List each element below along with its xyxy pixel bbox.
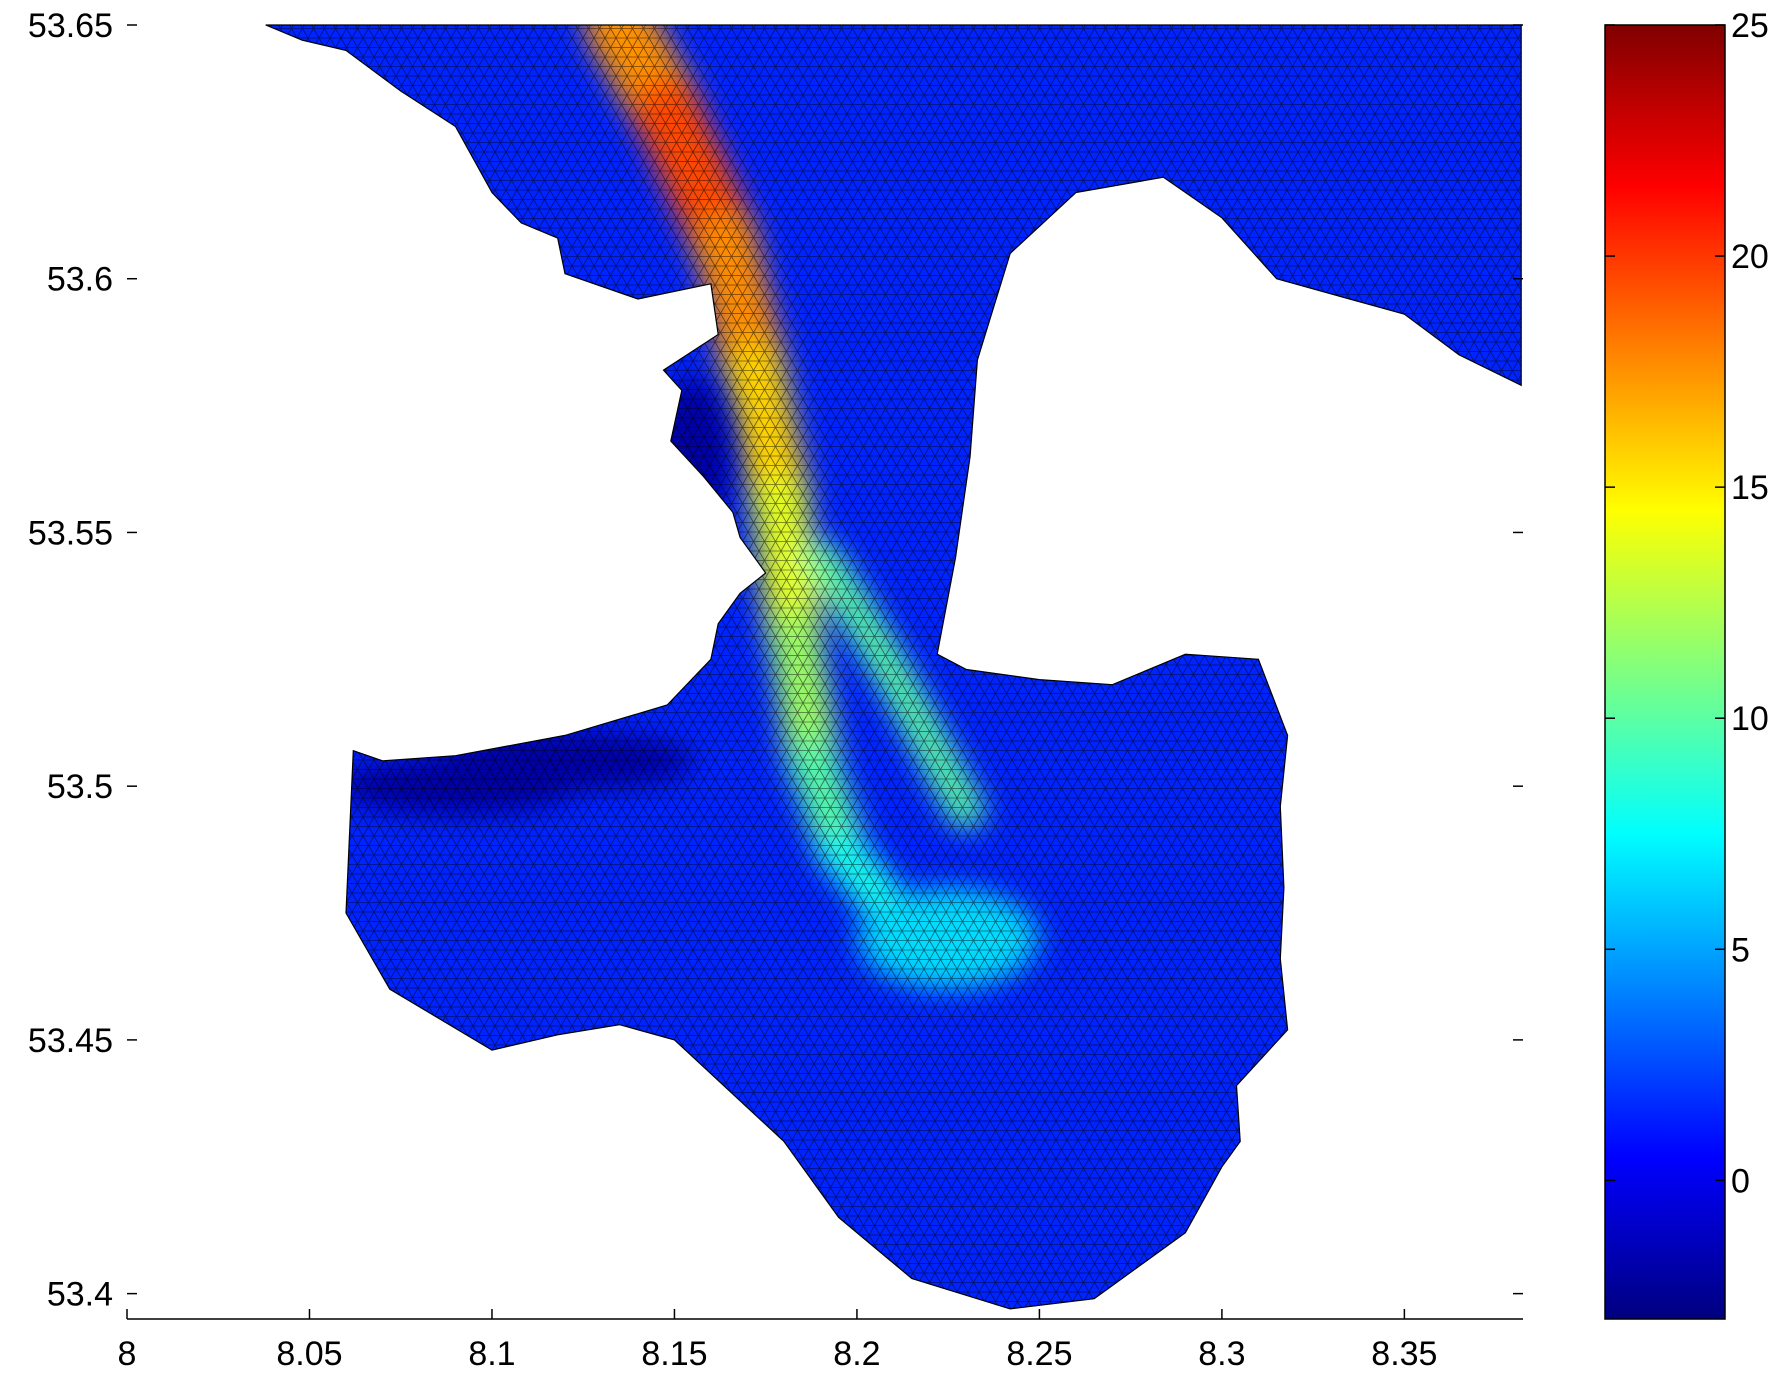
colorbar-tick-label: 5 [1731,931,1750,969]
x-tick-label: 8.3 [1198,1335,1245,1373]
x-tick-label: 8.1 [468,1335,515,1373]
colorbar-tick-label: 15 [1731,469,1769,507]
x-tick-label: 8.15 [641,1335,707,1373]
y-axis: 53.4 53.45 53.5 53.55 53.6 53.65 [28,7,1523,1314]
colorbar-tick-label: 0 [1731,1162,1750,1200]
y-tick-label: 53.55 [28,514,113,552]
x-axis: 8 8.05 8.1 8.15 8.2 8.25 8.3 8.35 [118,1309,1523,1373]
y-tick-label: 53.45 [28,1022,113,1060]
x-tick-label: 8.25 [1006,1335,1072,1373]
domain-outline [265,24,1522,1310]
colorbar-tick-label: 20 [1731,238,1769,276]
y-tick-label: 53.65 [28,7,113,45]
colorbar-tick-label: 25 [1731,7,1769,45]
x-tick-label: 8.2 [833,1335,880,1373]
y-tick-label: 53.6 [47,261,113,299]
colorbar: 0 5 10 15 20 25 [1604,7,1769,1320]
colorbar-scale [1604,24,1726,1320]
x-tick-label: 8 [118,1335,137,1373]
x-tick-label: 8.05 [276,1335,342,1373]
colorbar-tick-label: 10 [1731,700,1769,738]
y-tick-label: 53.5 [47,768,113,806]
x-tick-label: 8.35 [1371,1335,1437,1373]
y-tick-label: 53.4 [47,1276,113,1314]
colorbar-ticks: 0 5 10 15 20 25 [1605,7,1769,1200]
